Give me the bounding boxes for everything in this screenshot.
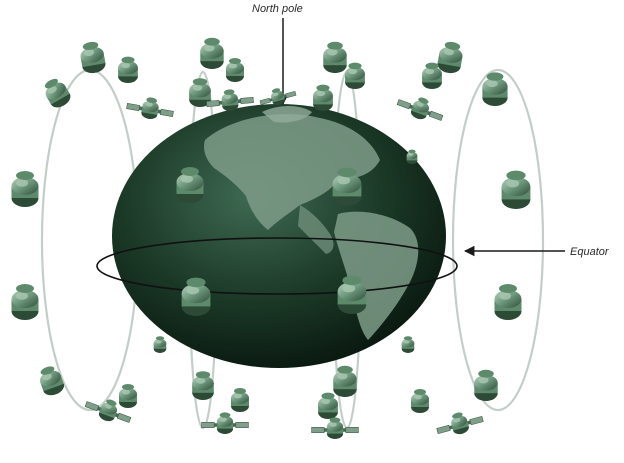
satellite-icon <box>501 170 531 209</box>
satellite-icon <box>437 41 463 74</box>
satellite-icon <box>153 336 167 353</box>
solar-panel-satellite-icon <box>126 97 174 120</box>
satellite-icon <box>189 78 211 107</box>
satellite-icon <box>192 371 214 400</box>
satellite-icon <box>44 78 71 108</box>
satellite-icon <box>313 84 333 111</box>
satellite-icon <box>323 41 347 73</box>
landmass-south-america <box>334 211 419 340</box>
satellite-icon <box>406 149 418 164</box>
solar-panel-satellite-icon <box>259 88 297 106</box>
satellite-icon <box>181 277 211 316</box>
landmass-greenland <box>262 106 312 123</box>
satellite-icon <box>118 56 138 83</box>
satellite-icon <box>80 41 106 74</box>
orbit-ring <box>451 68 545 412</box>
landmass-central-america <box>298 205 334 254</box>
satellite-icon <box>474 369 498 401</box>
solar-panel-satellite-icon <box>206 89 254 112</box>
solar-panel-satellite-icon <box>311 417 359 439</box>
satellite-icon <box>345 62 365 89</box>
satellite-icon <box>333 365 357 397</box>
satellite-icon <box>119 384 137 408</box>
satellite-icon <box>318 392 338 419</box>
equator-label: Equator <box>570 246 610 258</box>
solar-panel-satellite-icon <box>84 399 132 423</box>
satellite-icon <box>422 62 442 89</box>
satellite-icon <box>11 284 39 320</box>
solar-panel-satellite-icon <box>396 97 444 121</box>
satellite-icon <box>401 336 415 353</box>
satellite-icon <box>332 167 362 206</box>
north-pole-label: North pole <box>252 3 303 15</box>
satellite-icon <box>411 389 429 413</box>
satellite-icon <box>176 167 204 203</box>
solar-panel-satellite-icon <box>436 412 484 435</box>
landmass-north-america <box>204 114 380 230</box>
satellite-icon <box>337 275 367 314</box>
equator-line <box>96 237 458 295</box>
satellite-icon <box>200 37 224 69</box>
satellite-icon <box>226 58 244 82</box>
satellite-icon <box>11 171 39 207</box>
satellite-icon <box>231 388 249 412</box>
satellite-icon <box>39 366 65 396</box>
solar-panel-satellite-icon <box>201 412 249 434</box>
satellite-icon <box>482 72 508 106</box>
satellite-icon <box>494 284 522 320</box>
earth-globe <box>96 104 458 368</box>
satellites-group <box>11 37 531 439</box>
